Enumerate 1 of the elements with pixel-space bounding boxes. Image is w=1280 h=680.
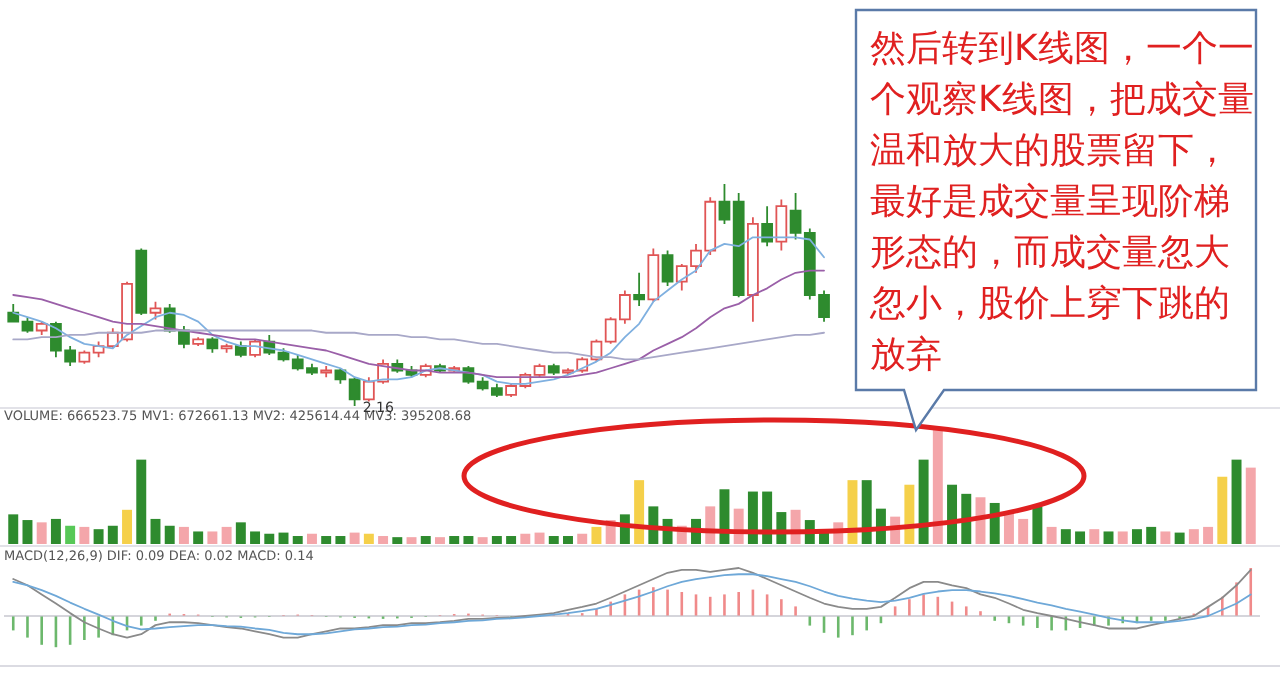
annotation: 然后转到K线图，一个一个观察K线图，把成交量温和放大的股票留下，最好是成交量呈现阶梯形态的，而成交量忽大忽小，股价上穿下跳的放弃 (868, 28, 1254, 376)
